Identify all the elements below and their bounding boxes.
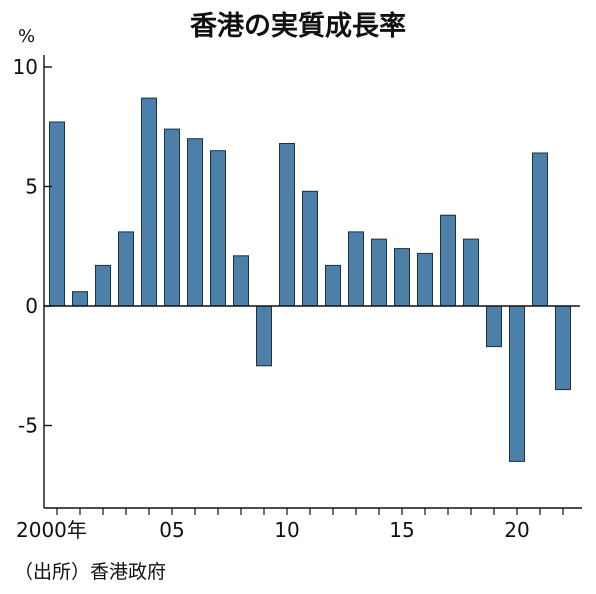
bar-2009 (256, 305, 272, 367)
bar-2002 (95, 264, 111, 307)
bar-2007 (210, 150, 226, 307)
bar-2004 (141, 97, 157, 307)
bars (49, 97, 571, 462)
x-tick-label-2015: 15 (389, 518, 414, 542)
bar-2021 (532, 152, 548, 307)
bar-2022 (555, 305, 571, 391)
bar-2010 (279, 143, 295, 307)
x-tick-label-2010: 10 (274, 518, 299, 542)
y-tick-label-0: 0 (25, 294, 38, 318)
bar-2011 (302, 190, 318, 307)
bar-2012 (325, 264, 341, 307)
y-tick-label-10: 10 (13, 55, 38, 79)
bar-2003 (118, 231, 134, 307)
bar-2001 (72, 291, 88, 307)
bar-2013 (348, 231, 364, 307)
tick-labels: 10 5 0 -5 2000年 05 10 15 20 (13, 55, 530, 542)
chart-title: 香港の実質成長率 (190, 10, 406, 42)
bar-2018 (463, 238, 479, 307)
x-tick-label-2000: 2000年 (16, 518, 87, 542)
bar-2017 (440, 214, 456, 307)
bar-2006 (187, 138, 203, 307)
bar-2020 (509, 305, 525, 462)
x-tick-label-2020: 20 (504, 518, 529, 542)
source-note: （出所）香港政府 (14, 561, 166, 583)
y-axis-unit: % (18, 26, 35, 47)
axes (43, 55, 582, 515)
bar-2015 (394, 248, 410, 307)
bar-2019 (486, 305, 502, 348)
x-tick-label-2005: 05 (159, 518, 184, 542)
bar-2000 (49, 121, 65, 307)
bar-2016 (417, 252, 433, 307)
bar-2014 (371, 238, 387, 307)
y-tick-label--5: -5 (18, 414, 38, 438)
bar-2005 (164, 128, 180, 307)
bar-2008 (233, 255, 249, 307)
y-tick-label-5: 5 (25, 175, 38, 199)
